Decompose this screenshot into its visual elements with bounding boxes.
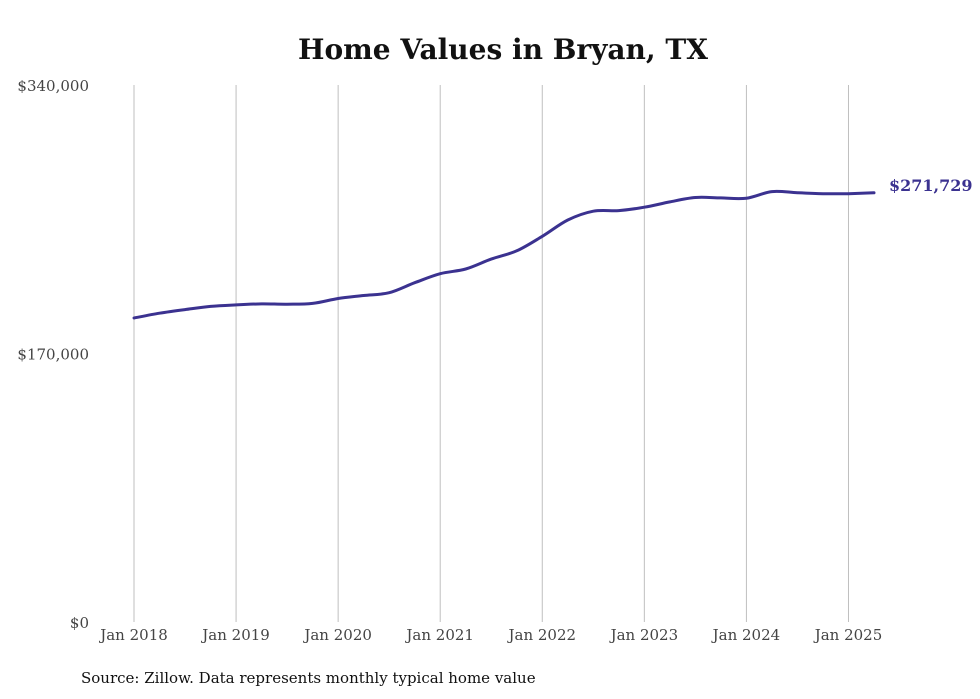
vertical-gridlines [133, 85, 849, 622]
y-tick-label: $340,000 [17, 77, 89, 95]
chart-title: Home Values in Bryan, TX [298, 33, 708, 66]
y-axis-ticks: $0 $170,000 $340,000 [17, 77, 89, 632]
x-tick-label: Jan 2025 [813, 626, 883, 644]
x-tick-label: Jan 2023 [609, 626, 679, 644]
x-tick-label: Jan 2024 [711, 626, 781, 644]
y-tick-label: $0 [70, 614, 89, 632]
y-tick-label: $170,000 [17, 346, 89, 364]
x-tick-label: Jan 2019 [200, 626, 270, 644]
x-axis-ticks: Jan 2018 Jan 2019 Jan 2020 Jan 2021 Jan 2022… [98, 626, 882, 644]
latest-value-label: $271,729 [889, 176, 973, 195]
home-value-series-line [132, 189, 876, 320]
x-tick-label: Jan 2021 [404, 626, 474, 644]
x-tick-label: Jan 2018 [98, 626, 168, 644]
x-tick-label: Jan 2022 [506, 626, 576, 644]
x-tick-label: Jan 2020 [302, 626, 372, 644]
chart-source-note: Source: Zillow. Data represents monthly … [81, 669, 536, 687]
